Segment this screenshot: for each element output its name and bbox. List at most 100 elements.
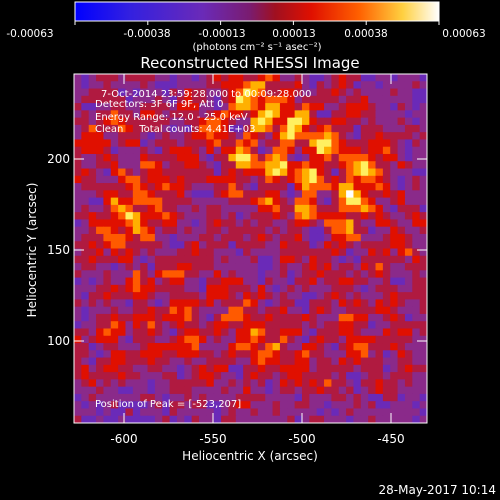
- heatmap-pixel: [331, 110, 340, 119]
- heatmap-pixel: [169, 103, 178, 111]
- heatmap-pixel: [110, 153, 119, 162]
- heatmap-pixel: [265, 372, 274, 380]
- heatmap-pixel: [235, 190, 244, 199]
- heatmap-pixel: [331, 343, 340, 351]
- heatmap-pixel: [103, 306, 112, 315]
- heatmap-pixel: [294, 168, 303, 177]
- heatmap-pixel: [221, 233, 230, 242]
- heatmap-pixel: [324, 226, 332, 235]
- heatmap-pixel: [118, 153, 127, 162]
- heatmap-pixel: [243, 139, 252, 148]
- heatmap-pixel: [294, 117, 303, 126]
- heatmap-pixel: [294, 103, 303, 111]
- heatmap-pixel: [272, 204, 281, 213]
- heatmap-pixel: [353, 292, 362, 300]
- heatmap-pixel: [257, 321, 266, 330]
- heatmap-pixel: [103, 153, 112, 162]
- heatmap-pixel: [213, 219, 222, 228]
- heatmap-pixel: [243, 270, 252, 279]
- heatmap-pixel: [353, 335, 362, 344]
- heatmap-pixel: [206, 313, 215, 322]
- heatmap-pixel: [191, 161, 200, 170]
- heatmap-pixel: [140, 233, 149, 242]
- heatmap-pixel: [221, 350, 230, 359]
- heatmap-pixel: [382, 117, 391, 126]
- heatmap-pixel: [397, 313, 406, 322]
- heatmap-pixel: [331, 124, 340, 133]
- heatmap-pixel: [331, 379, 340, 388]
- heatmap-pixel: [154, 212, 163, 221]
- heatmap-pixel: [118, 415, 127, 423]
- heatmap-pixel: [390, 226, 399, 235]
- heatmap-pixel: [250, 132, 259, 141]
- heatmap-pixel: [375, 190, 384, 199]
- heatmap-pixel: [353, 372, 362, 380]
- heatmap-pixel: [368, 132, 377, 141]
- heatmap-pixel: [346, 219, 355, 228]
- heatmap-pixel: [199, 299, 207, 308]
- heatmap-pixel: [316, 139, 325, 148]
- heatmap-pixel: [140, 277, 149, 286]
- heatmap-pixel: [118, 190, 127, 199]
- heatmap-pixel: [213, 197, 222, 206]
- heatmap-pixel: [206, 168, 215, 177]
- heatmap-pixel: [154, 299, 163, 308]
- heatmap-pixel: [287, 132, 296, 141]
- heatmap-pixel: [213, 124, 222, 133]
- heatmap-pixel: [132, 263, 141, 271]
- heatmap-pixel: [287, 364, 296, 373]
- heatmap-pixel: [309, 263, 318, 271]
- heatmap-pixel: [154, 263, 163, 271]
- heatmap-pixel: [375, 299, 384, 308]
- heatmap-pixel: [301, 190, 310, 199]
- heatmap-pixel: [294, 219, 303, 228]
- heatmap-pixel: [294, 372, 303, 380]
- heatmap-pixel: [419, 255, 427, 264]
- heatmap-pixel: [309, 292, 318, 300]
- heatmap-pixel: [88, 350, 97, 359]
- heatmap-pixel: [81, 299, 90, 308]
- heatmap-pixel: [309, 401, 318, 410]
- heatmap-pixel: [331, 306, 340, 315]
- heatmap-pixel: [88, 95, 97, 104]
- heatmap-pixel: [272, 219, 281, 228]
- colorbar-tick-label: 0.00013: [272, 28, 315, 40]
- heatmap-pixel: [390, 415, 399, 423]
- heatmap-pixel: [184, 74, 193, 82]
- heatmap-pixel: [191, 270, 200, 279]
- heatmap-pixel: [265, 328, 274, 337]
- heatmap-pixel: [228, 124, 237, 133]
- heatmap-pixel: [110, 284, 119, 293]
- heatmap-pixel: [346, 139, 355, 148]
- heatmap-pixel: [243, 81, 252, 90]
- heatmap-pixel: [125, 284, 134, 293]
- heatmap-pixel: [184, 415, 193, 423]
- heatmap-pixel: [397, 197, 406, 206]
- heatmap-pixel: [103, 379, 112, 388]
- heatmap-pixel: [221, 335, 230, 344]
- heatmap-pixel: [331, 139, 340, 148]
- heatmap-pixel: [132, 357, 141, 366]
- heatmap-pixel: [206, 124, 215, 133]
- heatmap-pixel: [375, 161, 384, 170]
- heatmap-pixel: [375, 415, 384, 423]
- heatmap-pixel: [316, 408, 325, 417]
- heatmap-pixel: [74, 241, 82, 250]
- heatmap-pixel: [243, 212, 252, 221]
- heatmap-pixel: [309, 393, 318, 402]
- heatmap-pixel: [324, 299, 332, 308]
- heatmap-pixel: [162, 124, 171, 133]
- heatmap-pixel: [368, 270, 377, 279]
- heatmap-pixel: [176, 313, 185, 322]
- heatmap-pixel: [140, 328, 149, 337]
- heatmap-pixel: [154, 103, 163, 111]
- heatmap-pixel: [375, 292, 384, 300]
- heatmap-pixel: [412, 190, 421, 199]
- heatmap-pixel: [397, 372, 406, 380]
- heatmap-pixel: [353, 124, 362, 133]
- heatmap-pixel: [235, 226, 244, 235]
- heatmap-pixel: [103, 401, 112, 410]
- heatmap-pixel: [213, 379, 222, 388]
- heatmap-pixel: [412, 197, 421, 206]
- heatmap-pixel: [169, 132, 178, 141]
